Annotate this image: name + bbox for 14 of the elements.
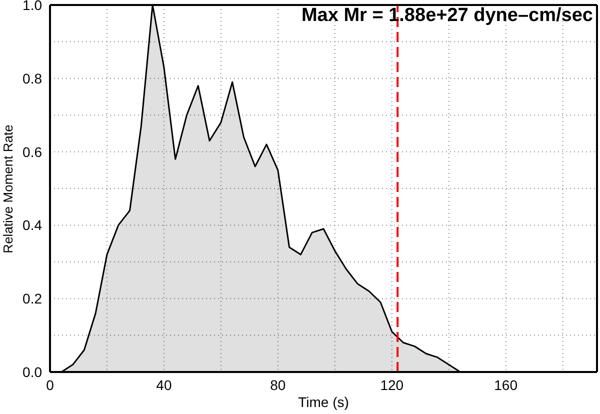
y-tick-label: 0.8: [22, 70, 42, 86]
y-tick-label: 0.6: [22, 144, 42, 160]
x-tick-label: 160: [494, 376, 518, 393]
y-tick-label: 1.0: [22, 0, 42, 13]
y-axis-title: Relative Moment Rate: [0, 123, 16, 255]
x-tick-label: 0: [46, 376, 54, 393]
x-axis-title: Time (s): [297, 394, 350, 410]
y-tick-label: 0.4: [22, 217, 42, 234]
y-tick-label: 0.0: [22, 364, 42, 380]
x-tick-label: 120: [380, 376, 404, 393]
x-tick-label: 40: [156, 376, 172, 393]
annotation: Max Mr = 1.88e+27 dyne–cm/sec: [301, 5, 593, 27]
x-tick-label: 80: [270, 376, 286, 393]
y-tick-label: 0.2: [22, 290, 42, 307]
